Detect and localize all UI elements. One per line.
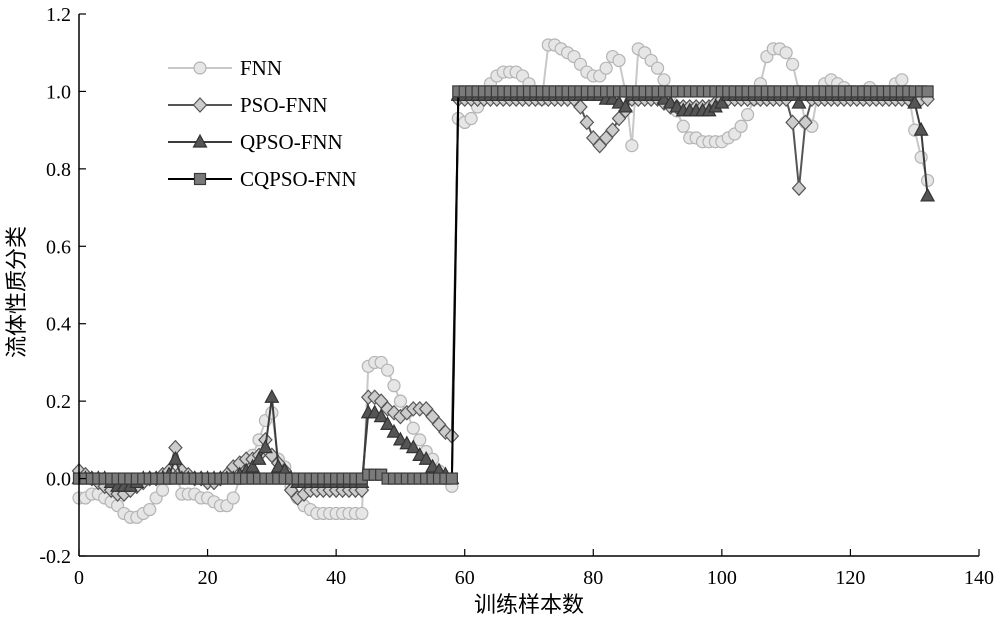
y-tick-label: 0.0 [46, 469, 71, 491]
data-point [599, 61, 613, 75]
data-point [785, 57, 800, 71]
data-point [779, 46, 793, 60]
data-point [380, 416, 396, 430]
data-point [143, 502, 157, 517]
data-point [445, 472, 458, 485]
data-point [895, 73, 909, 87]
legend-label: QPSO-FNN [240, 130, 343, 154]
data-point [257, 439, 273, 454]
data-point [605, 122, 620, 139]
data-point [405, 439, 421, 454]
x-tick-label: 40 [326, 567, 346, 589]
series-pso-fnn [71, 91, 935, 506]
data-point [245, 458, 261, 473]
y-ticks: -0.2 0.0 0.2 0.4 0.6 0.8 1.0 1.2 [39, 4, 86, 568]
data-point [264, 389, 280, 403]
data-point [355, 506, 369, 521]
data-point [734, 119, 748, 133]
data-point [785, 114, 800, 131]
series-cqpso-fnn [72, 85, 934, 485]
x-tick-label: 20 [198, 567, 218, 589]
data-point [386, 423, 402, 438]
data-point [406, 421, 420, 435]
data-point [251, 450, 267, 465]
data-point [579, 114, 595, 131]
x-tick-label: 140 [964, 567, 994, 589]
legend-label: PSO-FNN [240, 93, 328, 117]
y-tick-label: 0.4 [46, 314, 71, 336]
axes [78, 14, 979, 557]
data-point [387, 379, 401, 393]
data-point [913, 121, 929, 136]
data-point [373, 408, 389, 423]
data-point [676, 119, 690, 133]
series-fnn [72, 38, 935, 524]
legend-item: FNN [168, 56, 282, 80]
legend-marker [193, 61, 207, 75]
data-point [914, 150, 928, 164]
data-point [226, 491, 240, 505]
series-line [79, 90, 928, 480]
data-point [380, 363, 395, 377]
data-point [714, 94, 730, 109]
data-point [612, 53, 626, 68]
legend-item: QPSO-FNN [168, 130, 343, 154]
data-point [617, 98, 633, 113]
legend-marker [193, 172, 207, 186]
x-ticks: 0 20 40 60 80 100 120 140 [74, 549, 994, 589]
legend-item: CQPSO-FNN [168, 167, 357, 191]
x-tick-label: 60 [455, 567, 475, 589]
y-tick-label: -0.2 [39, 546, 71, 568]
data-point [418, 450, 434, 465]
data-point [413, 433, 427, 447]
data-point [265, 406, 279, 420]
data-point [464, 111, 478, 126]
legend-item: PSO-FNN [168, 93, 328, 117]
data-point [920, 187, 936, 202]
data-point [657, 73, 671, 87]
data-point [791, 180, 807, 197]
data-point [920, 173, 935, 188]
y-axis-title: 流体性质分类 [5, 226, 30, 358]
x-tick-label: 120 [835, 567, 865, 589]
data-point [921, 85, 934, 98]
legend-marker [192, 133, 208, 148]
legend-marker [192, 97, 208, 113]
y-tick-label: 0.8 [46, 159, 71, 181]
y-tick-label: 0.6 [46, 236, 71, 258]
series-line [79, 94, 929, 488]
data-point [791, 94, 807, 109]
plot-area [71, 38, 936, 524]
x-axis-title: 训练样本数 [474, 593, 584, 618]
y-tick-label: 0.2 [46, 391, 71, 413]
data-point [907, 94, 923, 109]
x-tick-label: 80 [583, 567, 603, 589]
series-qpso-fnn [71, 87, 936, 492]
y-tick-label: 1.2 [46, 4, 71, 26]
legend-label: CQPSO-FNN [240, 167, 357, 191]
data-point [573, 99, 588, 115]
series-line [79, 44, 929, 519]
data-point [167, 450, 183, 465]
legend: FNN PSO-FNN QPSO-FNN CQPSO-FNN [168, 56, 357, 191]
data-point [155, 483, 170, 497]
x-tick-label: 0 [74, 567, 84, 589]
series-line [78, 98, 928, 500]
data-point [625, 139, 639, 153]
x-tick-label: 100 [707, 567, 737, 589]
data-point [740, 108, 755, 122]
data-point [650, 61, 665, 75]
data-point [798, 114, 813, 131]
data-point [393, 394, 408, 408]
legend-label: FNN [240, 56, 282, 80]
y-tick-label: 1.0 [46, 81, 71, 103]
